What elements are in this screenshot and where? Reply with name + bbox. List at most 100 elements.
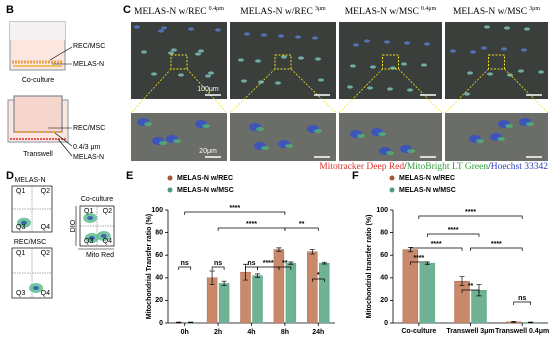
error-bar	[309, 249, 315, 255]
cell	[484, 25, 490, 29]
mito	[476, 139, 484, 143]
header-sup: 0.4μm	[209, 6, 225, 12]
zoom-box	[274, 54, 292, 70]
error-bar	[255, 273, 260, 278]
significance-bracket	[426, 233, 480, 237]
cell	[353, 43, 359, 47]
panel-label: E	[126, 170, 133, 182]
header-sup: 0.4μm	[421, 6, 437, 12]
stain-name: Hoechst 33342	[491, 162, 549, 172]
cell	[295, 35, 301, 39]
quadrant-label: Q2	[41, 188, 50, 195]
bar	[419, 262, 436, 324]
cell	[347, 85, 353, 89]
cell	[387, 87, 393, 91]
x-tick-label: 8h	[281, 329, 289, 336]
caption: Transwell	[23, 151, 53, 158]
cell	[298, 56, 304, 60]
bar	[252, 275, 263, 324]
y-tick-label: 100	[376, 207, 388, 214]
legend-marker	[389, 175, 395, 181]
column-header: MELAS-N w/REC 0.4μm	[134, 6, 224, 17]
significance-bracket	[418, 215, 523, 219]
mito	[261, 146, 269, 150]
plot-title: Co-culture	[81, 196, 113, 203]
stain-name: Mitotracker Deep Red	[319, 162, 404, 172]
cell	[255, 59, 261, 63]
cell	[481, 46, 487, 50]
cell	[208, 71, 214, 75]
y-tick-label: 60	[155, 252, 163, 259]
mito	[386, 151, 394, 155]
cell	[364, 39, 370, 43]
header-text: MELAS-N w/REC	[240, 7, 313, 17]
separator: /	[488, 162, 491, 172]
population-core	[88, 236, 95, 240]
mito	[505, 124, 513, 128]
cell	[350, 64, 356, 68]
cell	[134, 25, 140, 29]
bar	[319, 262, 330, 324]
cell	[464, 92, 470, 96]
mito	[314, 129, 322, 133]
quadrant-label: Q3	[16, 290, 25, 297]
mito	[407, 149, 415, 153]
cell	[401, 62, 407, 66]
significance-bracket	[184, 211, 286, 215]
caption: Co-culture	[22, 77, 54, 84]
cell	[141, 50, 147, 54]
header-text: MELAS-N w/MSC	[345, 7, 419, 17]
cell	[538, 70, 544, 74]
error-bar	[188, 321, 194, 324]
population-core	[87, 216, 94, 220]
zoom-box	[488, 54, 505, 70]
cell	[487, 72, 493, 76]
y-tick-label: 60	[380, 252, 388, 259]
cell	[195, 52, 201, 56]
cell	[198, 49, 204, 53]
significance-bracket	[211, 266, 225, 270]
significance-bracket	[409, 247, 463, 251]
significance-bracket	[470, 247, 523, 251]
cell	[238, 58, 244, 62]
mito	[256, 127, 264, 131]
error-bar	[528, 321, 534, 324]
cell	[168, 51, 174, 55]
axis-label: Mito Red	[86, 252, 114, 259]
error-bar	[321, 261, 327, 265]
y-tick-label: 80	[380, 229, 388, 236]
significance-label: ****	[465, 209, 476, 216]
micrograph	[445, 22, 548, 99]
cell	[501, 47, 507, 51]
y-axis-label: Mitochondrial transfer ratio (%)	[366, 215, 373, 319]
cell	[521, 48, 527, 52]
significance-bracket	[284, 227, 319, 231]
significance-label: ****	[431, 241, 442, 248]
zoom-line	[130, 68, 172, 114]
significance-label: ns	[181, 260, 189, 267]
quadrant-label: Q2	[103, 208, 112, 215]
cell	[281, 55, 287, 59]
x-tick-label: 4h	[247, 329, 255, 336]
column-header: MELAS-N w/MSC 3μm	[453, 6, 540, 17]
cell	[244, 32, 250, 36]
significance-label: ****	[491, 241, 502, 248]
cell	[524, 27, 530, 31]
cell	[171, 48, 177, 52]
quadrant-label: Q1	[16, 188, 25, 195]
y-tick-label: 40	[155, 275, 163, 282]
y-tick-label: 0	[159, 320, 163, 327]
significance-bracket	[311, 278, 325, 282]
significance-label: ****	[448, 227, 459, 234]
mito	[526, 122, 534, 126]
significance-label: ****	[229, 205, 240, 212]
significance-bracket	[461, 289, 480, 293]
x-tick-label: Transwell 3μm	[446, 328, 494, 335]
legend-label: MELAS-N w/REC	[177, 175, 233, 182]
y-tick-label: 80	[155, 229, 163, 236]
legend-label: MELAS-N w/MSC	[399, 187, 456, 194]
significance-bracket	[245, 266, 258, 270]
panel-label: D	[6, 170, 14, 182]
y-axis-label: Mitochondrial Transfer ratio (%)	[146, 214, 153, 319]
